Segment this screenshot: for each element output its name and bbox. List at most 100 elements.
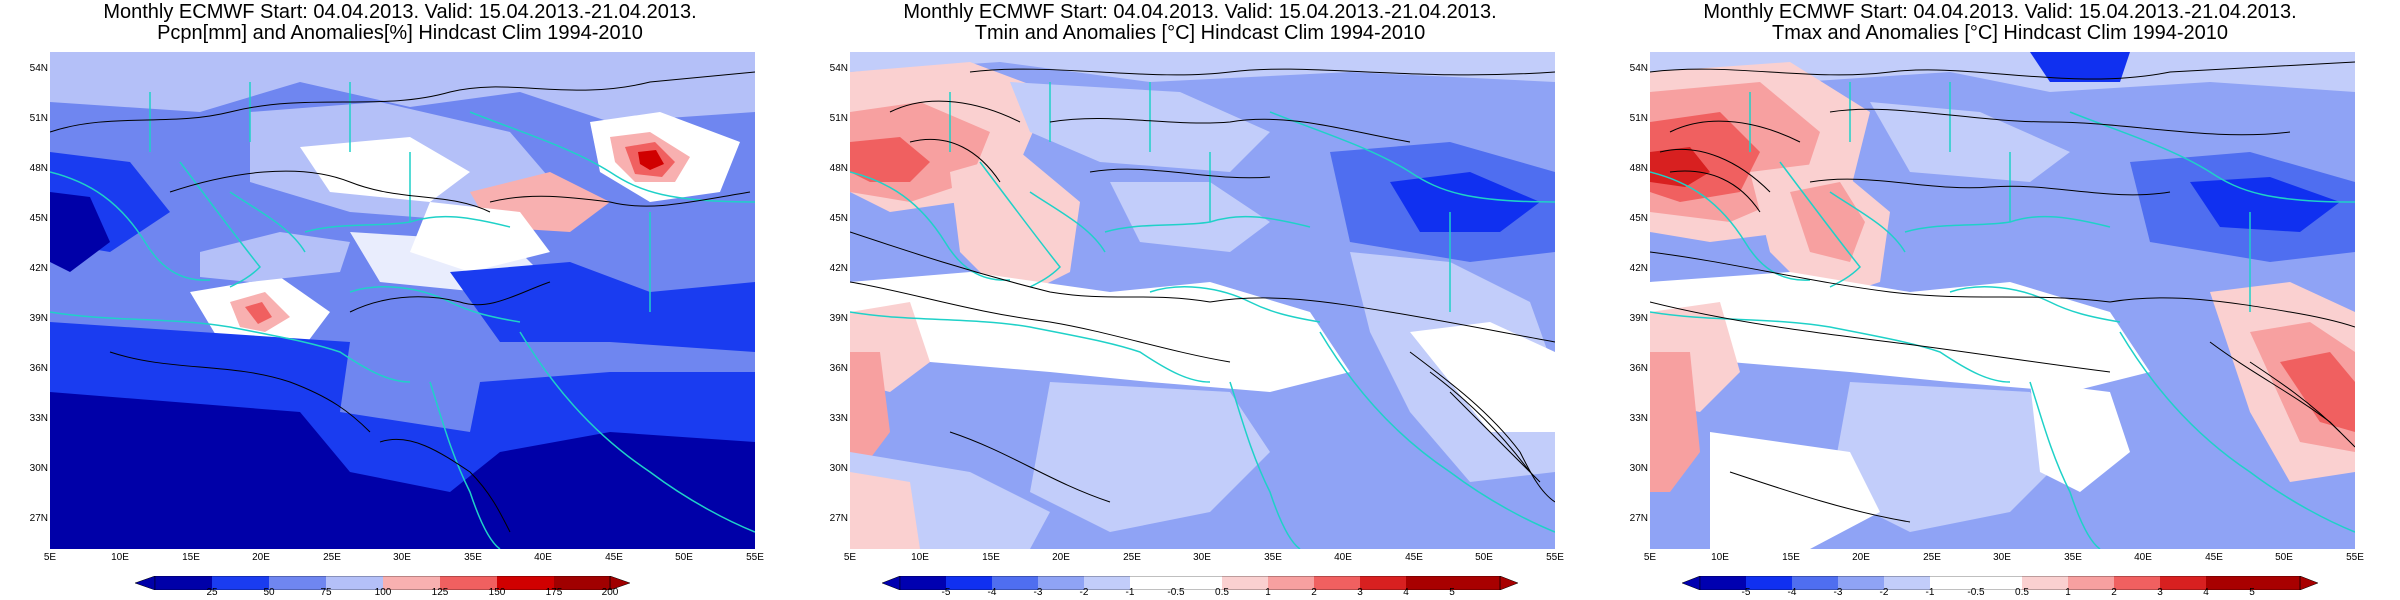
lon-label: 30E	[393, 552, 411, 563]
lat-label: 48N	[29, 163, 48, 174]
colorbar-label: -4	[1787, 587, 1797, 598]
lon-label: 40E	[2134, 552, 2152, 563]
lon-label: 20E	[1852, 552, 1870, 563]
colorbar-label: 100	[374, 587, 392, 598]
colorbar-label: 200	[601, 587, 619, 598]
colorbar-label: -2	[1879, 587, 1889, 598]
lat-label: 42N	[829, 263, 848, 274]
tmin-colorbar	[882, 576, 1518, 590]
tmin-map	[850, 52, 1555, 549]
lon-label: 10E	[911, 552, 929, 563]
precip-colorbar	[135, 576, 630, 590]
lon-label: 35E	[1264, 552, 1282, 563]
lon-label: 5E	[1643, 552, 1657, 563]
lat-label: 54N	[29, 63, 48, 74]
lat-label: 48N	[1629, 163, 1648, 174]
lon-label: 45E	[605, 552, 623, 563]
panel-title-line2: Tmax and Anomalies [°C] Hindcast Clim 19…	[1772, 22, 2228, 44]
lon-label: 15E	[182, 552, 200, 563]
colorbar-label: 75	[320, 587, 332, 598]
lat-label: 51N	[29, 113, 48, 124]
lon-label: 25E	[1923, 552, 1941, 563]
lat-label: 30N	[1629, 463, 1648, 474]
colorbar-label: -3	[1833, 587, 1843, 598]
lon-label: 50E	[2275, 552, 2293, 563]
colorbar-label: 2	[1311, 587, 1317, 598]
colorbar-label: 0.5	[2015, 587, 2029, 598]
colorbar-label: 25	[206, 587, 218, 598]
lat-label: 42N	[29, 263, 48, 274]
colorbar-label: 125	[431, 587, 449, 598]
colorbar-label: -4	[987, 587, 997, 598]
lon-label: 5E	[843, 552, 857, 563]
colorbar-label: 5	[2249, 587, 2255, 598]
lat-label: 36N	[1629, 363, 1648, 374]
lon-label: 50E	[1475, 552, 1493, 563]
colorbar-label: -1	[1925, 587, 1935, 598]
lat-label: 39N	[1629, 313, 1648, 324]
lat-label: 51N	[1629, 113, 1648, 124]
colorbar-label: 3	[2157, 587, 2163, 598]
colorbar-label: -5	[941, 587, 951, 598]
lon-label: 35E	[464, 552, 482, 563]
lat-label: 33N	[29, 413, 48, 424]
lat-label: 27N	[829, 513, 848, 524]
lon-label: 40E	[534, 552, 552, 563]
lat-label: 27N	[29, 513, 48, 524]
lon-label: 10E	[111, 552, 129, 563]
tmax-map	[1650, 52, 2355, 549]
colorbar-label: 4	[2203, 587, 2209, 598]
colorbar-label: -5	[1741, 587, 1751, 598]
lat-label: 33N	[829, 413, 848, 424]
colorbar-label: 50	[263, 587, 275, 598]
panel-title-line1: Monthly ECMWF Start: 04.04.2013. Valid: …	[1703, 1, 2297, 23]
colorbar-label: 1	[1265, 587, 1271, 598]
colorbar-label: 2	[2111, 587, 2117, 598]
panel-title-line1: Monthly ECMWF Start: 04.04.2013. Valid: …	[903, 1, 1497, 23]
panel-title-line2: Tmin and Anomalies [°C] Hindcast Clim 19…	[974, 22, 1426, 44]
lat-label: 30N	[829, 463, 848, 474]
tmax-colorbar	[1682, 576, 2318, 590]
lat-label: 27N	[1629, 513, 1648, 524]
lon-label: 45E	[2205, 552, 2223, 563]
lat-label: 42N	[1629, 263, 1648, 274]
colorbar-label: -0.5	[1167, 587, 1185, 598]
lon-label: 50E	[675, 552, 693, 563]
lon-label: 55E	[746, 552, 764, 563]
colorbar-label: 0.5	[1215, 587, 1229, 598]
colorbar-label: -2	[1079, 587, 1089, 598]
lon-label: 10E	[1711, 552, 1729, 563]
lon-label: 25E	[323, 552, 341, 563]
tmin-panel: Monthly ECMWF Start: 04.04.2013. Valid: …	[800, 0, 1600, 600]
lat-label: 45N	[29, 213, 48, 224]
panel-title-line2: Pcpn[mm] and Anomalies[%] Hindcast Clim …	[157, 22, 643, 44]
panel-title-line1: Monthly ECMWF Start: 04.04.2013. Valid: …	[103, 1, 697, 23]
lat-label: 36N	[29, 363, 48, 374]
lon-label: 30E	[1993, 552, 2011, 563]
lon-label: 20E	[1052, 552, 1070, 563]
lon-label: 15E	[982, 552, 1000, 563]
lat-label: 36N	[829, 363, 848, 374]
colorbar-label: 175	[545, 587, 563, 598]
lat-label: 54N	[829, 63, 848, 74]
lat-label: 54N	[1629, 63, 1648, 74]
lon-label: 35E	[2064, 552, 2082, 563]
lat-label: 39N	[29, 313, 48, 324]
colorbar-label: 4	[1403, 587, 1409, 598]
lon-label: 55E	[1546, 552, 1564, 563]
colorbar-label: -3	[1033, 587, 1043, 598]
lat-label: 45N	[829, 213, 848, 224]
lon-label: 20E	[252, 552, 270, 563]
lat-label: 30N	[29, 463, 48, 474]
colorbar-label: 5	[1449, 587, 1455, 598]
lon-label: 45E	[1405, 552, 1423, 563]
lon-label: 15E	[1782, 552, 1800, 563]
lat-label: 45N	[1629, 213, 1648, 224]
lat-label: 48N	[829, 163, 848, 174]
lat-label: 33N	[1629, 413, 1648, 424]
precip-map	[50, 52, 755, 549]
tmax-panel: Monthly ECMWF Start: 04.04.2013. Valid: …	[1600, 0, 2400, 600]
colorbar-label: 1	[2065, 587, 2071, 598]
precip-panel: Monthly ECMWF Start: 04.04.2013. Valid: …	[0, 0, 800, 600]
lon-label: 5E	[43, 552, 57, 563]
